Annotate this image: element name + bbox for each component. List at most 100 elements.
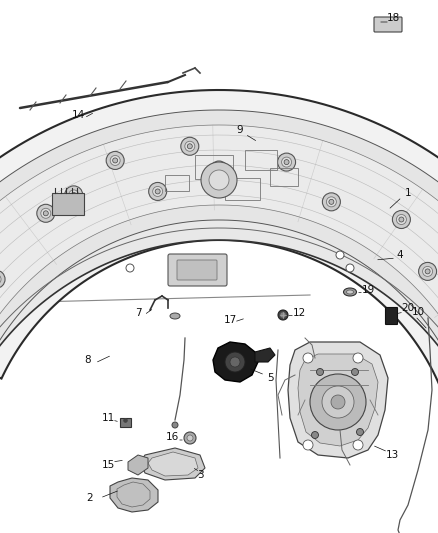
Circle shape (317, 368, 324, 376)
Circle shape (155, 189, 160, 194)
Circle shape (0, 274, 1, 284)
Polygon shape (255, 348, 275, 362)
Text: 13: 13 (385, 450, 399, 460)
Circle shape (419, 262, 437, 280)
Polygon shape (298, 354, 378, 446)
Circle shape (326, 197, 336, 207)
Circle shape (346, 264, 354, 272)
Circle shape (225, 352, 245, 372)
Text: 3: 3 (197, 470, 203, 480)
Circle shape (185, 141, 195, 151)
Circle shape (41, 208, 51, 219)
Circle shape (392, 211, 410, 229)
FancyBboxPatch shape (168, 254, 227, 286)
Text: 20: 20 (402, 303, 414, 313)
Circle shape (172, 422, 178, 428)
Circle shape (110, 156, 120, 165)
Polygon shape (288, 342, 388, 458)
Polygon shape (128, 455, 148, 475)
Text: 5: 5 (267, 373, 273, 383)
Circle shape (303, 440, 313, 450)
Text: 18: 18 (386, 13, 399, 23)
Text: 16: 16 (166, 432, 179, 442)
Polygon shape (140, 448, 205, 480)
Ellipse shape (346, 290, 353, 294)
Bar (52, 193, 84, 215)
Circle shape (181, 138, 199, 155)
Circle shape (187, 144, 192, 149)
Bar (120, 418, 131, 427)
Circle shape (65, 186, 83, 204)
Circle shape (425, 269, 430, 274)
Polygon shape (213, 342, 258, 382)
Text: 1: 1 (405, 188, 411, 198)
Bar (270, 168, 298, 186)
Circle shape (357, 429, 364, 435)
Ellipse shape (343, 288, 357, 296)
Circle shape (336, 251, 344, 259)
Circle shape (43, 211, 48, 216)
FancyBboxPatch shape (374, 17, 402, 32)
Circle shape (201, 162, 237, 198)
Text: 11: 11 (101, 413, 115, 423)
Circle shape (353, 440, 363, 450)
Polygon shape (0, 125, 438, 351)
Bar (245, 150, 277, 170)
Circle shape (184, 432, 196, 444)
Ellipse shape (170, 313, 180, 319)
Polygon shape (148, 452, 198, 476)
Text: 17: 17 (223, 315, 237, 325)
Text: 2: 2 (87, 493, 93, 503)
Circle shape (153, 187, 162, 197)
Circle shape (280, 312, 286, 318)
Bar (165, 175, 189, 191)
Circle shape (106, 151, 124, 169)
Circle shape (353, 353, 363, 363)
Text: 7: 7 (135, 308, 141, 318)
Circle shape (278, 153, 296, 171)
Circle shape (322, 193, 340, 211)
Circle shape (187, 435, 193, 441)
FancyBboxPatch shape (177, 260, 217, 280)
Polygon shape (0, 180, 438, 424)
Circle shape (399, 217, 404, 222)
Circle shape (126, 264, 134, 272)
Circle shape (322, 386, 354, 418)
Circle shape (214, 165, 224, 175)
Text: 10: 10 (411, 307, 424, 317)
Circle shape (209, 170, 229, 190)
Text: 12: 12 (293, 308, 306, 318)
Circle shape (216, 167, 222, 173)
Circle shape (37, 204, 55, 222)
Circle shape (0, 270, 5, 288)
Polygon shape (0, 110, 438, 383)
Circle shape (148, 182, 167, 200)
Circle shape (278, 310, 288, 320)
Circle shape (423, 266, 433, 277)
Circle shape (210, 161, 228, 179)
Text: 9: 9 (237, 125, 244, 135)
Circle shape (352, 368, 358, 376)
Circle shape (282, 157, 292, 167)
Circle shape (329, 199, 334, 204)
Circle shape (284, 159, 289, 165)
Circle shape (331, 395, 345, 409)
Circle shape (230, 357, 240, 367)
Circle shape (113, 158, 118, 163)
Text: 4: 4 (397, 250, 403, 260)
Circle shape (311, 432, 318, 439)
Polygon shape (0, 90, 438, 398)
Text: 15: 15 (101, 460, 115, 470)
Circle shape (303, 353, 313, 363)
Circle shape (396, 214, 406, 224)
Polygon shape (110, 478, 158, 512)
Text: 19: 19 (361, 285, 374, 295)
Text: 14: 14 (71, 110, 85, 120)
Text: 8: 8 (85, 355, 91, 365)
Circle shape (69, 190, 79, 200)
Bar (225, 178, 260, 200)
Circle shape (71, 192, 76, 197)
Circle shape (310, 374, 366, 430)
FancyBboxPatch shape (385, 308, 398, 325)
Bar (195, 155, 233, 179)
